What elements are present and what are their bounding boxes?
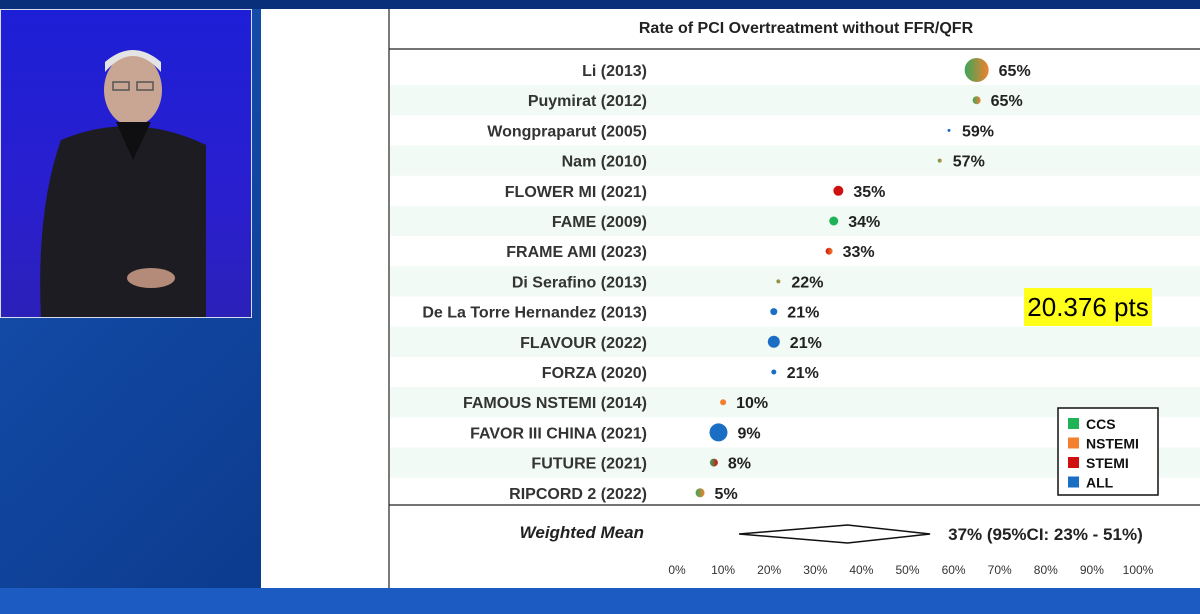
row-stripe [390,85,1200,116]
study-label: RIPCORD 2 (2022) [509,486,647,503]
x-tick-label: 30% [803,563,827,577]
legend: CCS NSTEMI STEMI ALL [1057,407,1159,496]
x-tick-label: 80% [1034,563,1058,577]
study-marker [833,185,844,196]
study-marker [709,458,718,467]
study-value-label: 8% [728,456,751,473]
weighted-mean-row: Weighted Mean 37% (95%CI: 23% - 51%) [520,523,1143,544]
study-marker [947,128,951,132]
x-tick-label: 60% [942,563,966,577]
study-marker [771,369,777,375]
speaker-collar [116,122,151,160]
study-value-label: 34% [848,214,880,231]
top-bar [0,0,1200,9]
speaker-jacket [40,126,206,317]
row-stripe [390,145,1200,176]
x-tick-label: 10% [711,563,735,577]
study-label: FRAME AMI (2023) [506,244,647,261]
study-label: FUTURE (2021) [531,456,647,473]
row-stripe [390,326,1200,357]
study-marker [695,488,705,498]
study-label: FAMOUS NSTEMI (2014) [463,395,647,412]
speaker-hair [105,50,161,72]
weighted-mean-value: 37% (95%CI: 23% - 51%) [948,525,1143,544]
study-marker [709,423,728,442]
forest-plot-chart: Rate of PCI Overtreatment without FFR/QF… [388,9,1200,588]
study-value-label: 22% [791,274,823,291]
study-marker [770,308,778,316]
study-label: Wongpraparut (2005) [487,123,647,140]
study-label: Puymirat (2012) [528,93,647,110]
study-label: FORZA (2020) [542,365,647,382]
weighted-mean-label: Weighted Mean [520,523,644,542]
study-value-label: 21% [787,365,819,382]
legend-label: ALL [1086,475,1114,491]
study-marker [776,279,781,284]
study-value-label: 65% [999,63,1031,80]
study-value-label: 57% [953,154,985,171]
study-value-label: 59% [962,123,994,140]
legend-label: NSTEMI [1086,436,1139,452]
row-stripes [390,85,1200,478]
legend-swatch [1068,476,1079,488]
study-label: FLAVOUR (2022) [520,335,647,352]
x-tick-label: 100% [1123,563,1154,577]
study-rows: Li (2013) 65% Puymirat (2012) 65% Wongprapar… [422,58,1031,503]
study-label: De La Torre Hernandez (2013) [422,305,647,322]
chart-title: Rate of PCI Overtreatment without FFR/QF… [639,20,974,37]
x-tick-label: 70% [988,563,1012,577]
legend-swatch [1068,418,1079,429]
legend-swatch [1068,457,1079,468]
x-tick-label: 20% [757,563,781,577]
x-axis-ticks: 0% 10% 20% 30% 40% 50% 60% 70% 80% 90% 100% [668,563,1153,577]
speaker-glasses [112,81,154,91]
x-tick-label: 50% [895,563,919,577]
study-value-label: 35% [853,184,885,201]
study-marker [825,247,833,255]
study-marker [829,216,839,226]
study-marker [767,335,780,348]
speaker-head [104,54,162,126]
study-value-label: 10% [736,395,768,412]
study-value-label: 5% [715,486,738,503]
legend-label: STEMI [1086,455,1129,471]
chart-slide: Rate of PCI Overtreatment without FFR/QF… [261,9,1200,588]
points-highlight-badge: 20.376 pts [1024,288,1152,326]
study-value-label: 33% [843,244,875,261]
legend-label: CCS [1086,416,1116,432]
study-label: FAME (2009) [552,214,647,231]
x-tick-label: 40% [849,563,873,577]
study-marker [720,399,727,406]
study-label: FAVOR III CHINA (2021) [470,425,647,442]
speaker-hands [127,268,175,288]
study-label: FLOWER MI (2021) [505,184,647,201]
study-label: Nam (2010) [562,154,647,171]
bottom-strip [0,588,1200,614]
study-label: Li (2013) [582,63,647,80]
speaker-video-panel [0,9,252,318]
study-marker [937,158,942,163]
row-stripe [390,205,1200,237]
x-tick-label: 90% [1080,563,1104,577]
study-marker [972,96,981,105]
study-value-label: 65% [991,93,1023,110]
legend-swatch [1068,437,1079,449]
study-label: Di Serafino (2013) [512,274,647,291]
speaker-figure [40,50,206,317]
study-value-label: 9% [737,425,760,442]
study-marker [964,58,989,82]
x-tick-label: 0% [668,563,686,577]
weighted-mean-diamond [738,524,931,544]
study-value-label: 21% [790,335,822,352]
study-value-label: 21% [787,305,819,322]
